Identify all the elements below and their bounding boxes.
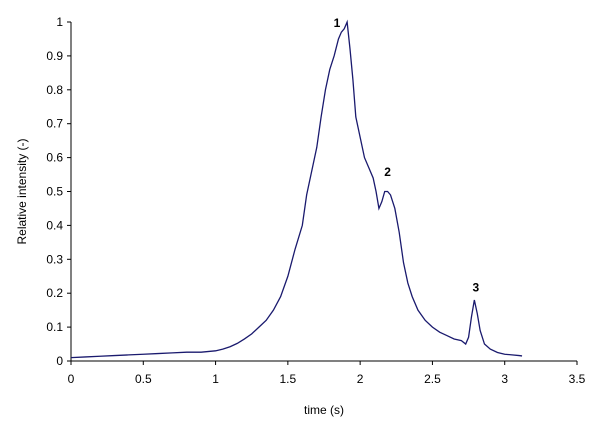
series-line: [70, 19, 523, 359]
x-tick-label: 1: [212, 372, 219, 386]
x-tick-label: 2.5: [424, 372, 441, 386]
x-axis-title: time (s): [304, 403, 344, 417]
x-tick-label: 0.5: [135, 372, 152, 386]
y-axis-title: Relative intensity (-): [15, 138, 29, 244]
x-tick-label: 3: [501, 372, 508, 386]
peak-label: 3: [472, 280, 479, 294]
peak-annotations: 1 2 3: [334, 16, 480, 294]
x-tick-label: 3.5: [569, 372, 586, 386]
peak-label: 1: [334, 16, 341, 30]
y-tick-label: 0.1: [46, 320, 63, 334]
y-ticks: 0 0.1 0.2 0.3 0.4 0.5 0.6 0.7 0.8 0.9 1: [46, 15, 71, 368]
y-tick-label: 0.2: [46, 286, 63, 300]
y-tick-label: 0.6: [46, 151, 63, 165]
x-tick-label: 0: [68, 372, 75, 386]
axes: [70, 22, 577, 362]
y-tick-label: 0.7: [46, 117, 63, 131]
x-tick-label: 1.5: [280, 372, 297, 386]
y-tick-label: 0: [56, 354, 63, 368]
y-tick-label: 0.4: [46, 218, 63, 232]
y-tick-label: 0.9: [46, 49, 63, 63]
y-tick-label: 1: [56, 15, 63, 29]
x-tick-label: 2: [357, 372, 364, 386]
y-tick-label: 0.5: [46, 185, 63, 199]
y-tick-label: 0.3: [46, 252, 63, 266]
peak-label: 2: [384, 165, 391, 179]
x-ticks: 0 0.5 1 1.5 2 2.5 3 3.5: [68, 361, 586, 386]
y-tick-label: 0.8: [46, 83, 63, 97]
